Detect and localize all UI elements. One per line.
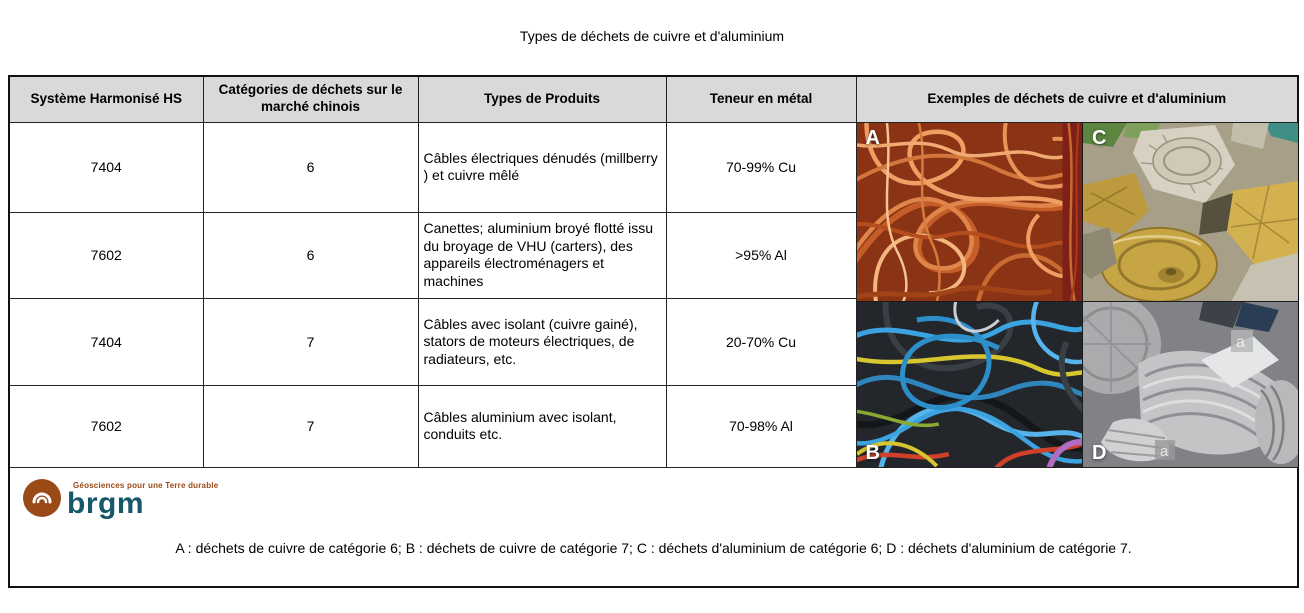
waste-types-table: Système Harmonisé HS Catégories de déche… — [8, 75, 1299, 588]
photo-label-b: B — [865, 442, 880, 465]
photo-copper-cat7: B — [856, 302, 1083, 468]
page-title: Types de déchets de cuivre et d'aluminiu… — [519, 28, 785, 44]
metal-content-cell: 70-98% Al — [665, 385, 857, 468]
photo-label-d: D — [1092, 442, 1107, 465]
col-header-hs: Système Harmonisé HS — [8, 75, 204, 123]
examples-photo-cell: A — [855, 121, 1299, 468]
metal-content-cell: 20-70% Cu — [665, 297, 857, 387]
table-row: 7404 7 Câbles avec isolant (cuivre gainé… — [8, 297, 1298, 387]
products-cell: Câbles électriques dénudés (millberry ) … — [417, 121, 667, 213]
photo-copper-cat6: A — [856, 122, 1083, 302]
crushed-cans-image — [1083, 122, 1298, 302]
metal-content-cell: >95% Al — [665, 211, 857, 300]
brgm-logo-text: Géosciences pour une Terre durable brgm — [57, 481, 218, 519]
photo-aluminium-cat6: C — [1083, 122, 1298, 302]
category-cell: 7 — [202, 385, 419, 468]
col-header-examples: Exemples de déchets de cuivre et d'alumi… — [855, 75, 1299, 123]
brgm-logo: Géosciences pour une Terre durable brgm — [23, 478, 218, 519]
col-header-metal-content: Teneur en métal — [665, 75, 857, 123]
insulated-cables-image — [856, 302, 1083, 468]
table-row: 7602 6 Canettes; aluminium broyé flotté … — [8, 211, 1298, 300]
table-header-row: Système Harmonisé HS Catégories de déche… — [8, 75, 1299, 123]
hs-code-cell: 7404 — [8, 297, 204, 387]
metal-content-cell: 70-99% Cu — [665, 121, 857, 213]
table-footer-row: Géosciences pour une Terre durable brgm … — [8, 466, 1299, 588]
photo-aluminium-cat7: a a D — [1083, 302, 1298, 468]
category-cell: 7 — [202, 297, 419, 387]
table-row: 7404 6 Câbles électriques dénudés (millb… — [8, 121, 1299, 468]
hs-code-cell: 7602 — [8, 211, 204, 300]
footer-cell: Géosciences pour une Terre durable brgm … — [8, 466, 1299, 588]
hs-code-cell: 7602 — [8, 385, 204, 468]
brgm-logo-icon — [23, 478, 61, 517]
aluminium-scrap-image: a a — [1083, 302, 1298, 468]
category-cell: 6 — [202, 121, 419, 213]
hs-code-cell: 7404 — [8, 121, 204, 213]
products-cell: Câbles avec isolant (cuivre gainé), stat… — [417, 297, 667, 387]
products-cell: Canettes; aluminium broyé flotté issu du… — [417, 211, 667, 300]
col-header-products: Types de Produits — [417, 75, 667, 123]
brgm-tagline: Géosciences pour une Terre durable — [73, 480, 219, 490]
legend-caption: A : déchets de cuivre de catégorie 6; B … — [175, 539, 1132, 556]
photo-label-c: C — [1092, 126, 1107, 149]
category-cell: 6 — [202, 211, 419, 300]
products-cell: Câbles aluminium avec isolant, conduits … — [417, 385, 667, 468]
svg-text:a: a — [1160, 443, 1169, 460]
brgm-arcs-icon — [32, 492, 52, 503]
svg-text:a: a — [1236, 334, 1245, 351]
brgm-wordmark: brgm — [67, 486, 144, 520]
photo-montage: A — [856, 122, 1298, 468]
photo-label-a: A — [865, 126, 880, 149]
table-row: 7602 7 Câbles aluminium avec isolant, co… — [8, 385, 1298, 468]
col-header-category: Catégories de déchets sur le marché chin… — [202, 75, 419, 123]
copper-wires-image — [856, 122, 1083, 302]
